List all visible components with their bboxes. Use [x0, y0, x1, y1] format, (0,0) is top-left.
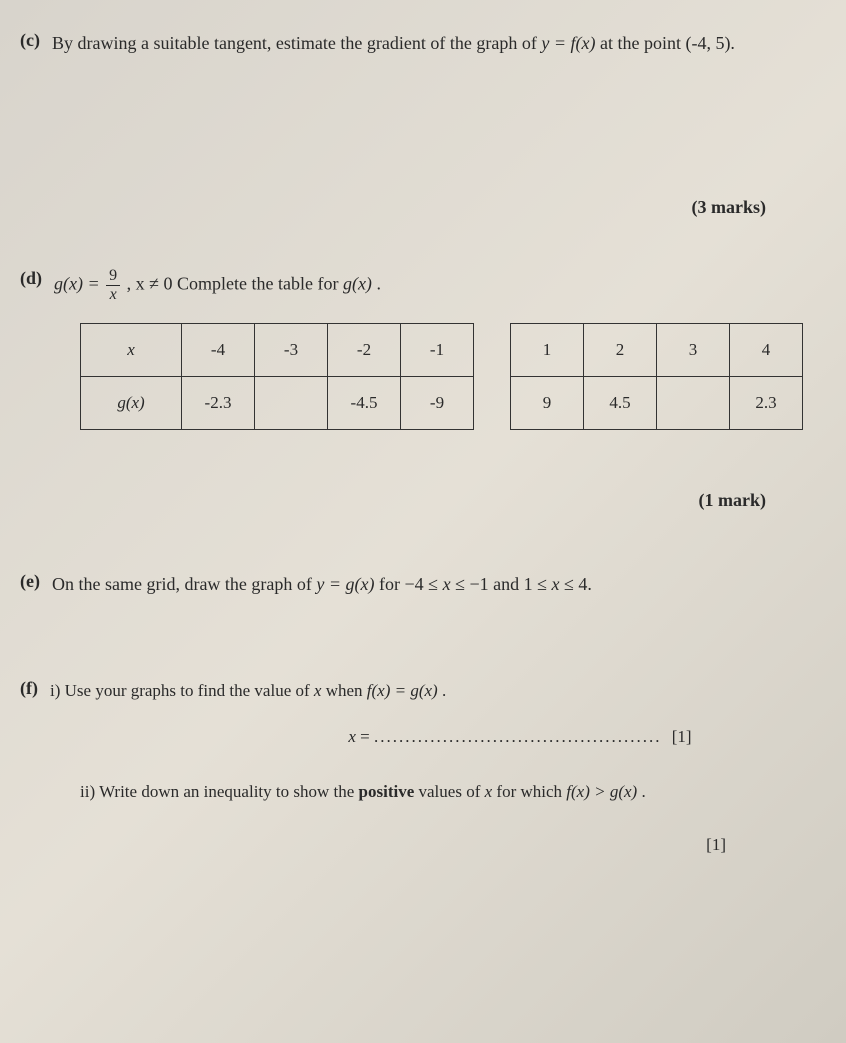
- text-c-before: By drawing a suitable tangent, estimate …: [52, 33, 541, 53]
- e-before: On the same grid, draw the graph of: [52, 574, 316, 594]
- question-e: (e) On the same grid, draw the graph of …: [20, 571, 806, 598]
- d-den: x: [106, 286, 120, 303]
- body-e: On the same grid, draw the graph of y = …: [52, 571, 792, 598]
- question-c: (c) By drawing a suitable tangent, estim…: [20, 30, 806, 57]
- cell: 1: [511, 324, 584, 377]
- cell: [657, 377, 730, 430]
- question-f: (f) i) Use your graphs to find the value…: [20, 678, 806, 855]
- f-ii-marks: [1]: [20, 835, 726, 855]
- eq-c: y = f(x): [541, 33, 595, 53]
- f-i-ans-x: x: [348, 727, 356, 746]
- f-ii-x: x: [485, 782, 493, 801]
- f-i-x: x: [314, 681, 322, 700]
- row2-label: g(x): [81, 377, 182, 430]
- cell: [255, 377, 328, 430]
- text-c-after: at the point (-4, 5).: [600, 33, 735, 53]
- label-e: (e): [20, 571, 40, 592]
- f-ii: ii) Write down an inequality to show the…: [80, 779, 806, 805]
- cell: 3: [657, 324, 730, 377]
- f-ii-label: ii): [80, 782, 95, 801]
- f-ii-text2: values of: [419, 782, 485, 801]
- f-ii-period: .: [641, 782, 645, 801]
- f-i-ans-eq: =: [360, 727, 374, 746]
- label-d: (d): [20, 268, 42, 289]
- e-x1: x: [443, 574, 451, 594]
- table-row: x -4 -3 -2 -1 1 2 3 4: [81, 324, 803, 377]
- body-d: g(x) = 9 x , x ≠ 0 Complete the table fo…: [54, 268, 794, 303]
- cell: 2: [584, 324, 657, 377]
- cell: -4: [182, 324, 255, 377]
- e-x2: x: [551, 574, 559, 594]
- f-ii-text3: for which: [496, 782, 566, 801]
- gap-cell: [474, 377, 511, 430]
- cell: -2.3: [182, 377, 255, 430]
- d-gfn: g(x): [343, 274, 372, 294]
- f-i: i) Use your graphs to find the value of …: [50, 678, 790, 749]
- cell: -1: [401, 324, 474, 377]
- d-num: 9: [106, 268, 120, 286]
- f-i-text: Use your graphs to find the value of: [65, 681, 314, 700]
- f-i-answer: x = ....................................…: [250, 724, 790, 750]
- f-i-eq: f(x) = g(x): [367, 681, 438, 700]
- d-fraction: 9 x: [106, 268, 120, 303]
- marks-d: (1 mark): [20, 490, 766, 511]
- cell: 2.3: [730, 377, 803, 430]
- cell: 9: [511, 377, 584, 430]
- cell: 4: [730, 324, 803, 377]
- d-period: .: [376, 274, 381, 294]
- d-cond: , x ≠ 0 Complete the table for: [127, 274, 343, 294]
- e-mid2: ≤ −1 and 1 ≤: [455, 574, 551, 594]
- cell: -2: [328, 324, 401, 377]
- d-lhs: g(x) =: [54, 274, 104, 294]
- e-mid: for −4 ≤: [379, 574, 443, 594]
- f-i-marks: [1]: [672, 727, 692, 746]
- cell: -4.5: [328, 377, 401, 430]
- cell: 4.5: [584, 377, 657, 430]
- cell: -3: [255, 324, 328, 377]
- label-f: (f): [20, 678, 38, 699]
- f-ii-bold: positive: [359, 782, 415, 801]
- f-i-label: i): [50, 681, 60, 700]
- f-i-dots: ........................................…: [374, 727, 662, 746]
- table-row: g(x) -2.3 -4.5 -9 9 4.5 2.3: [81, 377, 803, 430]
- body-c: By drawing a suitable tangent, estimate …: [52, 30, 792, 57]
- gap-cell: [474, 324, 511, 377]
- row1-label: x: [81, 324, 182, 377]
- marks-c: (3 marks): [20, 197, 766, 218]
- e-end: ≤ 4.: [564, 574, 592, 594]
- f-i-period: .: [442, 681, 446, 700]
- gx-table: x -4 -3 -2 -1 1 2 3 4 g(x) -2.3 -4.5 -9 …: [80, 323, 803, 430]
- question-d: (d) g(x) = 9 x , x ≠ 0 Complete the tabl…: [20, 268, 806, 303]
- f-ii-text: Write down an inequality to show the: [99, 782, 358, 801]
- f-i-text2: when: [326, 681, 367, 700]
- e-eq: y = g(x): [316, 574, 374, 594]
- cell: -9: [401, 377, 474, 430]
- f-ii-eq: f(x) > g(x): [566, 782, 637, 801]
- label-c: (c): [20, 30, 40, 51]
